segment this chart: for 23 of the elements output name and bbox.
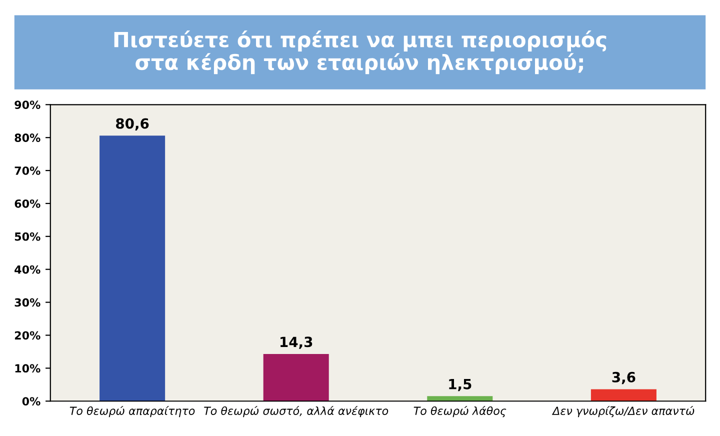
bar: [263, 354, 329, 402]
y-tick-label: 40%: [14, 265, 40, 274]
data-label: 80,6: [116, 118, 149, 131]
bar: [590, 389, 656, 402]
x-tick-label: Το θεωρώ λάθος: [414, 406, 506, 418]
y-tick-label: 60%: [14, 199, 40, 208]
y-tick-label: 20%: [14, 331, 40, 340]
y-tick-label: 10%: [15, 364, 40, 373]
y-tick-label: 70%: [14, 166, 40, 175]
y-tick-label: 30%: [14, 298, 40, 307]
x-tick-label: Το θεωρώ απαραίτητο: [70, 406, 195, 418]
x-tick-label: Το θεωρώ σωστό, αλλά ανέφικτο: [204, 406, 388, 418]
y-tick-label: 80%: [14, 134, 40, 142]
y-tick-label: 0%: [22, 397, 40, 406]
x-tick-label: Δεν γνωρίζω/Δεν απαντώ: [552, 406, 694, 418]
bar: [100, 136, 166, 402]
data-label: 1,5: [449, 379, 472, 392]
y-tick-label: 50%: [14, 232, 40, 241]
chart-title: Πιστεύετε ότι πρέπει να μπει περιορισμός στα κέρδη των εταιριών ηλεκτρισμού;: [114, 30, 606, 74]
bar: [427, 396, 493, 402]
data-label: 14,3: [280, 336, 312, 349]
y-tick-label: 90%: [14, 100, 40, 110]
data-label: 3,6: [612, 372, 636, 384]
